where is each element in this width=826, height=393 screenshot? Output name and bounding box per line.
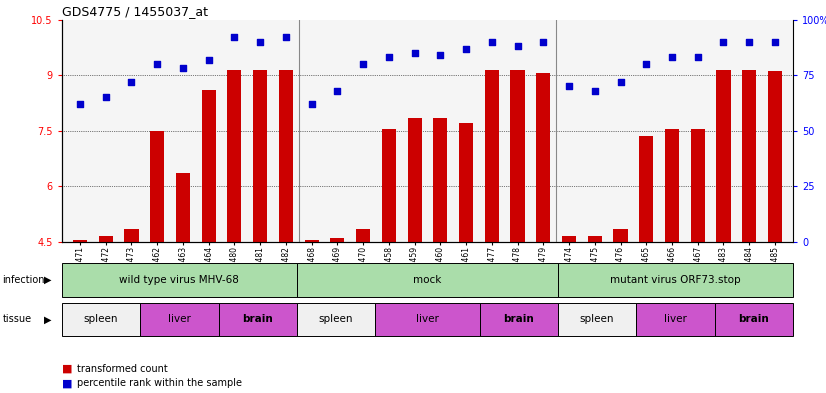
Bar bbox=[219, 303, 297, 336]
Bar bbox=[636, 303, 714, 336]
Point bbox=[434, 52, 447, 58]
Point bbox=[228, 34, 241, 40]
Bar bbox=[356, 229, 370, 242]
Point bbox=[614, 79, 627, 85]
Point bbox=[563, 83, 576, 90]
Point bbox=[743, 39, 756, 45]
Point bbox=[99, 94, 112, 101]
Bar bbox=[98, 236, 113, 242]
Point bbox=[330, 88, 344, 94]
Point bbox=[511, 43, 525, 50]
Bar bbox=[62, 303, 140, 336]
Bar bbox=[639, 136, 653, 242]
Bar bbox=[297, 263, 558, 297]
Bar bbox=[768, 72, 782, 242]
Point bbox=[254, 39, 267, 45]
Point bbox=[382, 54, 396, 61]
Bar bbox=[485, 70, 499, 242]
Bar bbox=[742, 70, 757, 242]
Point bbox=[485, 39, 498, 45]
Bar bbox=[125, 229, 139, 242]
Text: liver: liver bbox=[664, 314, 687, 324]
Bar bbox=[202, 90, 216, 242]
Point bbox=[150, 61, 164, 67]
Bar bbox=[459, 123, 473, 242]
Text: transformed count: transformed count bbox=[77, 364, 168, 374]
Bar bbox=[227, 70, 241, 242]
Point bbox=[459, 45, 472, 51]
Point bbox=[176, 65, 189, 72]
Text: brain: brain bbox=[242, 314, 273, 324]
Text: ▶: ▶ bbox=[44, 314, 51, 324]
Text: brain: brain bbox=[738, 314, 769, 324]
Text: ■: ■ bbox=[62, 378, 73, 388]
Bar bbox=[407, 118, 421, 242]
Point bbox=[588, 88, 601, 94]
Bar bbox=[140, 303, 219, 336]
Point bbox=[768, 39, 781, 45]
Bar bbox=[279, 70, 293, 242]
Bar bbox=[691, 129, 705, 242]
Point bbox=[691, 54, 705, 61]
Bar bbox=[665, 129, 679, 242]
Bar bbox=[176, 173, 190, 242]
Bar bbox=[375, 303, 480, 336]
Text: liver: liver bbox=[168, 314, 191, 324]
Bar bbox=[253, 70, 268, 242]
Text: spleen: spleen bbox=[580, 314, 615, 324]
Text: spleen: spleen bbox=[319, 314, 354, 324]
Bar bbox=[714, 303, 793, 336]
Bar bbox=[305, 240, 319, 242]
Bar bbox=[562, 236, 576, 242]
Text: GDS4775 / 1455037_at: GDS4775 / 1455037_at bbox=[62, 6, 208, 18]
Text: ■: ■ bbox=[62, 364, 73, 374]
Text: wild type virus MHV-68: wild type virus MHV-68 bbox=[120, 275, 240, 285]
Point bbox=[202, 57, 216, 63]
Text: ▶: ▶ bbox=[44, 275, 51, 285]
Point bbox=[717, 39, 730, 45]
Bar bbox=[434, 118, 448, 242]
Bar bbox=[558, 263, 793, 297]
Bar bbox=[73, 240, 87, 242]
Bar bbox=[536, 73, 550, 242]
Text: brain: brain bbox=[504, 314, 534, 324]
Bar bbox=[150, 130, 164, 242]
Bar bbox=[480, 303, 558, 336]
Text: liver: liver bbox=[416, 314, 439, 324]
Text: mutant virus ORF73.stop: mutant virus ORF73.stop bbox=[610, 275, 741, 285]
Bar bbox=[382, 129, 396, 242]
Text: spleen: spleen bbox=[84, 314, 118, 324]
Text: tissue: tissue bbox=[2, 314, 31, 324]
Point bbox=[666, 54, 679, 61]
Point bbox=[125, 79, 138, 85]
Bar bbox=[587, 236, 602, 242]
Point bbox=[279, 34, 292, 40]
Point bbox=[408, 50, 421, 56]
Point bbox=[305, 101, 318, 107]
Point bbox=[537, 39, 550, 45]
Bar bbox=[614, 229, 628, 242]
Text: percentile rank within the sample: percentile rank within the sample bbox=[77, 378, 242, 388]
Bar bbox=[297, 303, 375, 336]
Point bbox=[74, 101, 87, 107]
Text: mock: mock bbox=[413, 275, 442, 285]
Bar bbox=[510, 70, 525, 242]
Bar bbox=[558, 303, 636, 336]
Text: infection: infection bbox=[2, 275, 45, 285]
Point bbox=[357, 61, 370, 67]
Bar bbox=[62, 263, 297, 297]
Point bbox=[639, 61, 653, 67]
Bar bbox=[330, 238, 344, 242]
Bar bbox=[716, 70, 730, 242]
